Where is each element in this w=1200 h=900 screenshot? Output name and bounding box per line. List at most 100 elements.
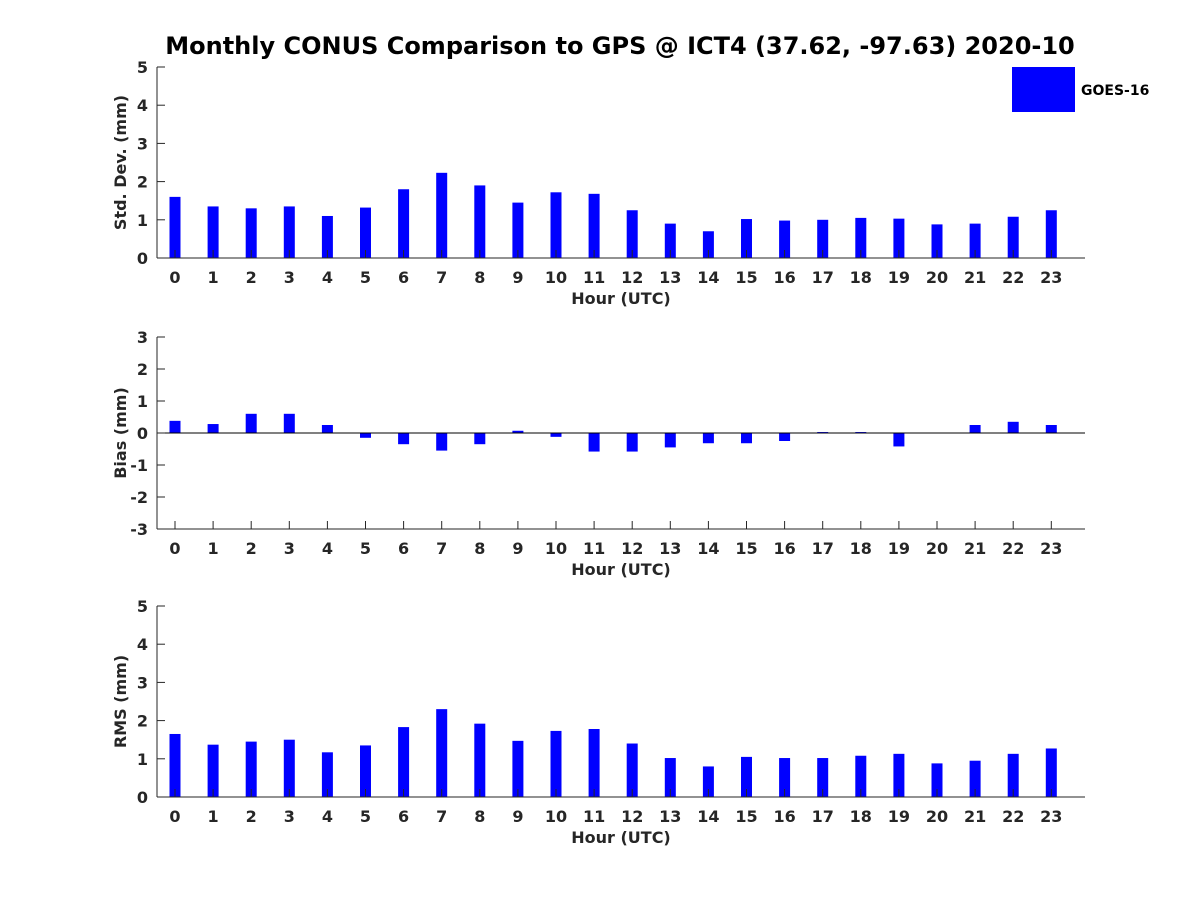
x-tick-label: 17 [812,268,834,287]
bar-rms-7 [436,709,448,797]
y-tick-label: 0 [137,788,148,807]
y-tick-label: 3 [137,673,148,692]
y-axis-label: RMS (mm) [111,655,130,748]
x-tick-label: 1 [208,268,219,287]
x-tick-label: 10 [545,807,567,826]
x-tick-label: 18 [850,268,872,287]
bar-rms-15 [741,756,752,797]
bar-bias-12 [626,433,638,452]
x-tick-label: 6 [398,539,409,558]
x-tick-label: 2 [246,539,257,558]
y-tick-label: 2 [137,173,148,192]
x-tick-label: 1 [208,539,219,558]
bar-bias-2 [245,413,257,433]
bar-std-dev-13 [664,223,676,258]
bar-rms-2 [245,741,257,797]
bar-rms-5 [360,745,371,797]
y-tick-label: 2 [137,360,148,379]
bar-bias-21 [969,425,981,433]
x-tick-label: 4 [322,268,333,287]
bar-bias-22 [1007,421,1019,433]
bar-rms-13 [664,758,676,797]
bar-bias-6 [398,433,410,445]
x-tick-label: 1 [208,807,219,826]
x-tick-label: 8 [474,807,485,826]
bar-rms-22 [1007,753,1019,797]
x-tick-label: 18 [850,807,872,826]
bar-bias-15 [741,433,752,444]
x-tick-label: 13 [659,268,681,287]
x-tick-label: 20 [926,268,948,287]
x-tick-label: 11 [583,268,605,287]
x-tick-label: 0 [169,539,180,558]
x-tick-label: 7 [436,807,447,826]
x-tick-label: 10 [545,539,567,558]
bar-bias-5 [360,433,371,438]
x-tick-label: 10 [545,268,567,287]
bar-std-dev-9 [512,202,524,258]
y-tick-label: 3 [137,134,148,153]
x-tick-label: 19 [888,539,910,558]
x-tick-label: 16 [773,268,795,287]
x-tick-label: 14 [697,539,719,558]
bar-rms-17 [817,758,829,797]
bar-rms-3 [283,739,295,797]
y-tick-label: 0 [137,424,148,443]
x-axis-label: Hour (UTC) [571,560,671,579]
bar-rms-20 [931,763,943,797]
bar-std-dev-8 [474,185,486,258]
bar-std-dev-7 [436,172,448,258]
x-tick-label: 4 [322,539,333,558]
x-axis-label: Hour (UTC) [571,828,671,847]
bar-bias-19 [893,433,905,447]
bar-std-dev-5 [360,207,371,258]
x-tick-label: 15 [735,539,757,558]
bar-std-dev-20 [931,224,943,258]
x-tick-label: 0 [169,807,180,826]
y-tick-label: 4 [137,96,148,115]
bar-bias-3 [283,413,295,433]
x-tick-label: 11 [583,539,605,558]
chart-title: Monthly CONUS Comparison to GPS @ ICT4 (… [165,32,1075,60]
x-tick-label: 23 [1040,539,1062,558]
x-tick-label: 21 [964,539,986,558]
bar-std-dev-4 [321,215,333,258]
bar-bias-9 [512,430,524,433]
y-tick-label: 5 [137,597,148,616]
bar-std-dev-15 [741,219,752,258]
bar-bias-7 [436,433,448,451]
bar-std-dev-6 [398,189,410,258]
x-tick-label: 9 [512,807,523,826]
x-tick-label: 6 [398,268,409,287]
y-axis-label: Bias (mm) [111,387,130,479]
bar-rms-18 [855,755,867,797]
bar-rms-0 [169,733,181,797]
bar-std-dev-17 [817,219,829,258]
x-tick-label: 5 [360,807,371,826]
y-tick-label: -2 [130,488,148,507]
x-tick-label: 12 [621,268,643,287]
y-tick-label: 1 [137,750,148,769]
x-tick-label: 9 [512,268,523,287]
y-tick-label: 3 [137,328,148,347]
bar-rms-21 [969,760,981,797]
bar-rms-23 [1045,748,1057,797]
bar-rms-16 [779,758,791,797]
bar-rms-9 [512,740,524,797]
bar-std-dev-0 [169,196,181,258]
bar-rms-1 [207,744,219,797]
bar-std-dev-21 [969,223,981,258]
x-tick-label: 15 [735,807,757,826]
x-tick-label: 2 [246,807,257,826]
bar-std-dev-22 [1007,216,1019,258]
x-tick-label: 20 [926,539,948,558]
legend-label: GOES-16 [1081,83,1149,99]
bar-rms-11 [588,729,600,797]
x-tick-label: 13 [659,539,681,558]
x-tick-label: 19 [888,807,910,826]
bar-bias-10 [550,433,562,437]
bar-bias-14 [702,433,714,444]
